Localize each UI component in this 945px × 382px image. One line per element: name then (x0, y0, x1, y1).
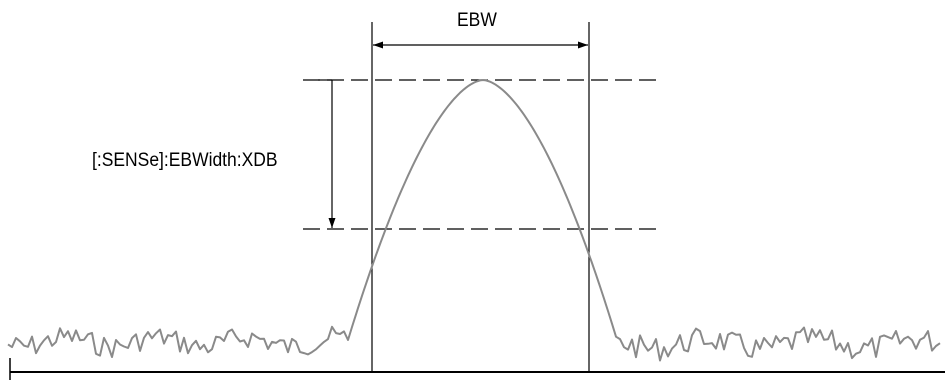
xdb-label: [:SENSe]:EBWidth:XDB (92, 150, 278, 171)
ebw-label: EBW (457, 10, 497, 31)
signal-trace (7, 79, 941, 362)
